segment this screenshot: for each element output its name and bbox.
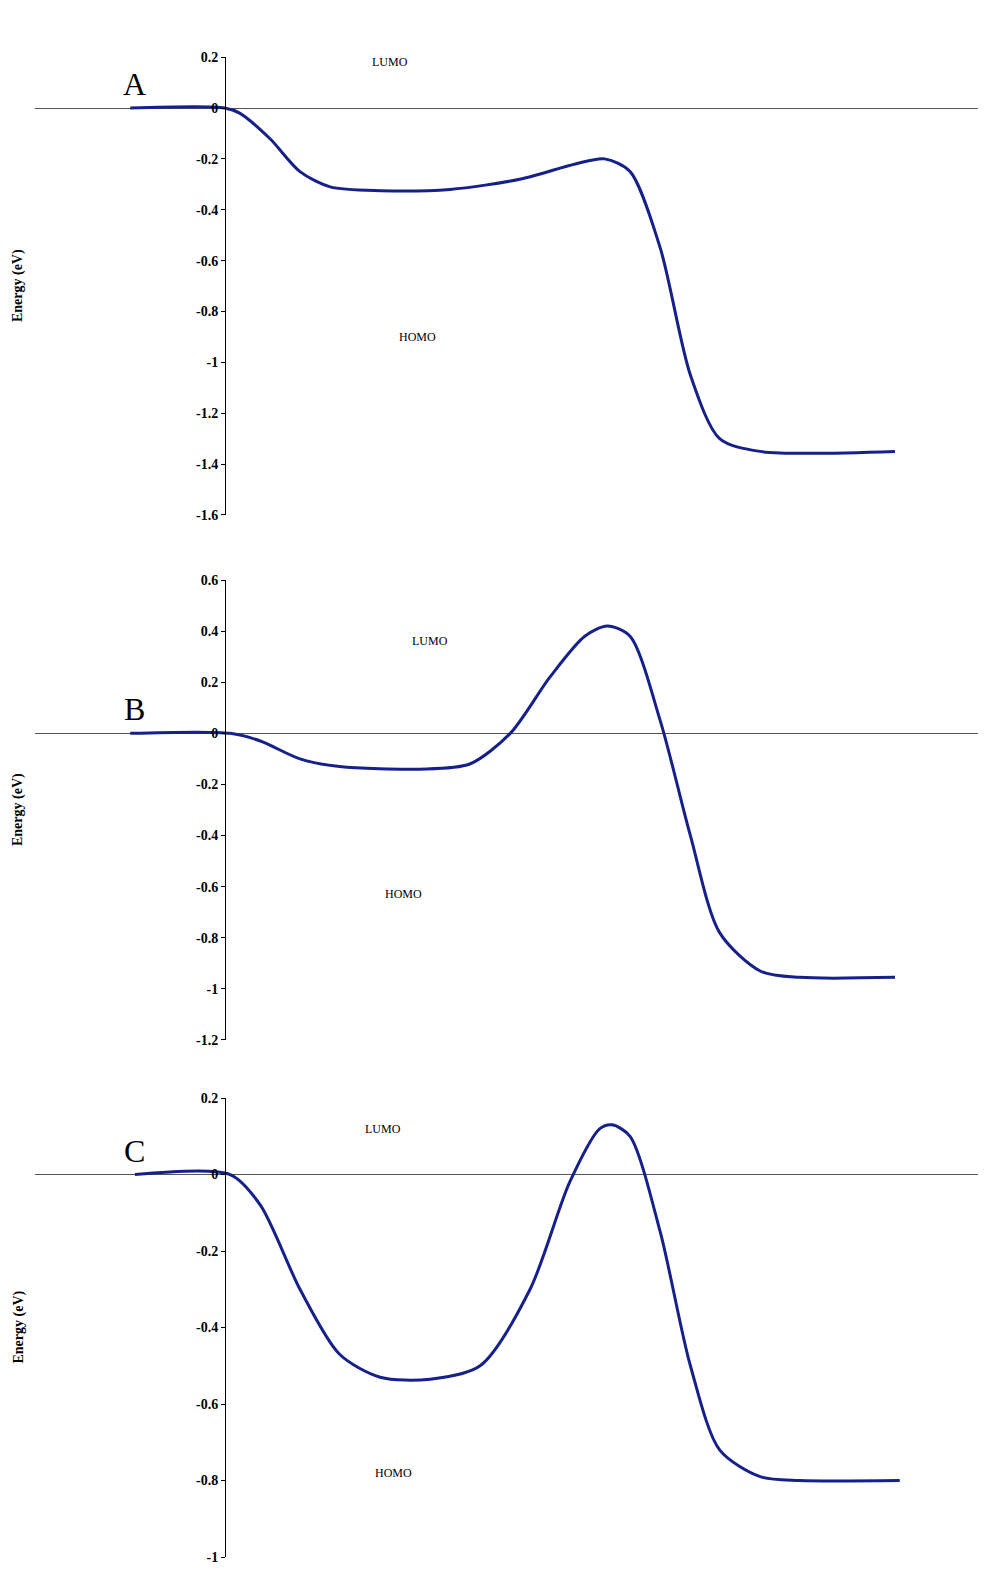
svg-text:Energy (eV): Energy (eV) (11, 1291, 27, 1364)
svg-text:0: 0 (211, 726, 218, 741)
svg-text:-1.2: -1.2 (196, 1033, 218, 1048)
svg-text:LUMO: LUMO (412, 634, 448, 648)
svg-text:LUMO: LUMO (372, 55, 408, 69)
svg-text:-0.8: -0.8 (196, 931, 218, 946)
svg-text:Energy (eV): Energy (eV) (10, 773, 26, 846)
svg-text:0: 0 (211, 1167, 218, 1182)
svg-text:B: B (124, 691, 145, 727)
svg-text:-0.4: -0.4 (196, 203, 218, 218)
svg-text:-1.6: -1.6 (196, 508, 218, 523)
svg-text:0.2: 0.2 (201, 1091, 219, 1106)
svg-text:0: 0 (211, 101, 218, 116)
svg-text:-0.6: -0.6 (196, 254, 218, 269)
svg-text:0.6: 0.6 (201, 573, 219, 588)
svg-text:-1: -1 (207, 355, 219, 370)
svg-text:-1.4: -1.4 (196, 457, 218, 472)
svg-text:-0.4: -0.4 (196, 1320, 218, 1335)
svg-text:C: C (124, 1133, 145, 1169)
svg-text:-0.6: -0.6 (196, 880, 218, 895)
svg-text:-0.2: -0.2 (196, 1244, 218, 1259)
svg-text:-1: -1 (207, 1550, 219, 1565)
svg-text:-0.8: -0.8 (196, 1473, 218, 1488)
svg-text:HOMO: HOMO (385, 887, 422, 901)
svg-text:-1.2: -1.2 (196, 406, 218, 421)
svg-text:0.4: 0.4 (201, 624, 219, 639)
svg-text:-0.6: -0.6 (196, 1397, 218, 1412)
svg-text:-0.2: -0.2 (196, 777, 218, 792)
svg-text:LUMO: LUMO (365, 1122, 401, 1136)
svg-text:HOMO: HOMO (375, 1466, 412, 1480)
svg-text:-1: -1 (207, 982, 219, 997)
svg-text:-0.8: -0.8 (196, 304, 218, 319)
svg-text:-0.2: -0.2 (196, 152, 218, 167)
svg-text:HOMO: HOMO (399, 330, 436, 344)
svg-text:0.2: 0.2 (201, 675, 219, 690)
svg-text:Energy (eV): Energy (eV) (10, 249, 26, 322)
svg-text:A: A (123, 66, 146, 102)
svg-text:0.2: 0.2 (201, 50, 219, 65)
svg-text:-0.4: -0.4 (196, 828, 218, 843)
